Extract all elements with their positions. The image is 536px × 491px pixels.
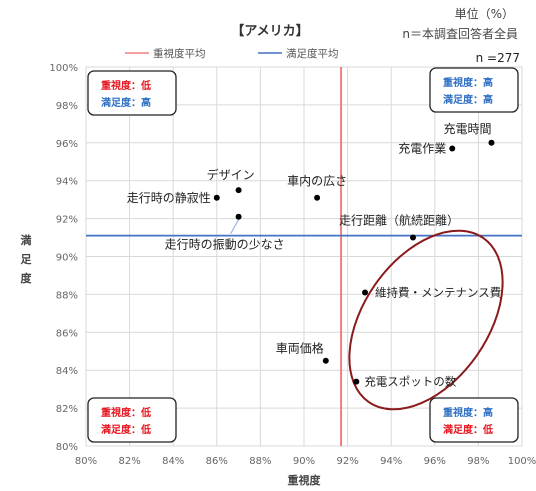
highlight-ellipse	[348, 229, 504, 411]
x-tick-label: 86%	[206, 456, 228, 467]
data-point-label: 車内の広さ	[287, 174, 347, 188]
base-note: n＝本調査回答者全員	[402, 26, 518, 41]
label-leader-line	[230, 219, 240, 234]
data-point-label: デザイン	[207, 167, 255, 182]
data-point-label: 維持費・メンテナンス費	[375, 286, 501, 300]
highlight-ellipse-layer	[348, 229, 504, 411]
quadrant-importance-text: 重視度：低	[101, 79, 151, 92]
y-axis-label-char: 足	[21, 253, 33, 266]
grid	[85, 66, 523, 447]
axes: 80% 82% 84% 86% 88% 90% 92% 94% 96% 98% 100% 80% 82%…	[49, 63, 536, 467]
data-point	[322, 357, 329, 364]
x-tick-label: 84%	[162, 456, 184, 467]
data-point	[449, 145, 456, 152]
data-point	[235, 213, 242, 220]
x-tick-label: 80%	[75, 456, 97, 467]
legend-label-2: 満足度平均	[286, 47, 339, 60]
quadrant-box-frame	[429, 67, 519, 113]
quadrant-box-frame	[429, 397, 519, 443]
quadrant-box-frame	[87, 397, 177, 443]
x-tick-label: 96%	[424, 456, 446, 467]
data-point-label: 充電作業	[398, 140, 446, 155]
quadrant-satisfaction-text: 満足度：低	[101, 423, 151, 436]
x-tick-label: 88%	[249, 456, 271, 467]
data-point	[213, 194, 220, 201]
quadrant-importance-text: 重視度：低	[101, 406, 151, 419]
y-tick-label: 88%	[56, 290, 78, 301]
x-tick-label: 90%	[293, 456, 315, 467]
y-tick-label: 82%	[56, 404, 78, 415]
data-point	[362, 289, 369, 296]
quadrant-satisfaction-text: 満足度：高	[101, 96, 151, 109]
reference-lines	[86, 67, 522, 446]
data-point-label: 走行時の振動の少なさ	[165, 238, 285, 252]
y-tick-label: 96%	[56, 139, 78, 150]
x-axis-label: 重視度	[288, 473, 322, 487]
x-tick-label: 92%	[336, 456, 358, 467]
data-point-label: 充電スポットの数	[364, 375, 456, 389]
x-tick-label: 98%	[467, 456, 489, 467]
legend-label-1: 重視度平均	[153, 47, 206, 60]
y-tick-label: 80%	[56, 442, 78, 453]
y-tick-label: 98%	[56, 101, 78, 112]
y-tick-label: 90%	[56, 253, 78, 264]
quadrant-satisfaction-text: 満足度：高	[443, 93, 493, 106]
chart-title: 【アメリカ】	[231, 23, 308, 39]
quadrant-box-frame	[87, 70, 177, 116]
x-tick-label: 82%	[118, 456, 140, 467]
data-point	[314, 194, 321, 201]
data-point-label: 走行時の静寂性	[127, 190, 211, 205]
unit-note: 単位（%）	[455, 6, 514, 21]
data-point	[488, 139, 495, 146]
data-point-label: 走行距離（航続距離）	[339, 213, 459, 228]
data-point-label: 充電時間	[443, 121, 491, 136]
legend: 重視度平均 満足度平均	[125, 47, 339, 60]
quadrant-importance-text: 重視度：高	[443, 76, 493, 89]
y-tick-label: 84%	[56, 366, 78, 377]
y-axis-label-char: 満	[21, 233, 32, 247]
y-tick-label: 94%	[56, 177, 78, 188]
x-tick-label: 94%	[380, 456, 402, 467]
data-point	[353, 378, 360, 385]
data-point-label: 車両価格	[276, 341, 324, 356]
y-tick-label: 100%	[49, 63, 78, 74]
y-tick-label: 86%	[56, 328, 78, 339]
y-axis-label-char: 度	[21, 271, 33, 285]
data-point	[235, 187, 242, 194]
n-label: n =277	[476, 51, 520, 65]
y-tick-label: 92%	[56, 215, 78, 226]
quadrant-satisfaction-text: 満足度：低	[443, 423, 493, 436]
quadrant-importance-text: 重視度：高	[443, 406, 493, 419]
data-point	[410, 234, 416, 241]
x-tick-label: 100%	[508, 456, 536, 467]
y-axis-label: 満足度	[21, 233, 33, 285]
